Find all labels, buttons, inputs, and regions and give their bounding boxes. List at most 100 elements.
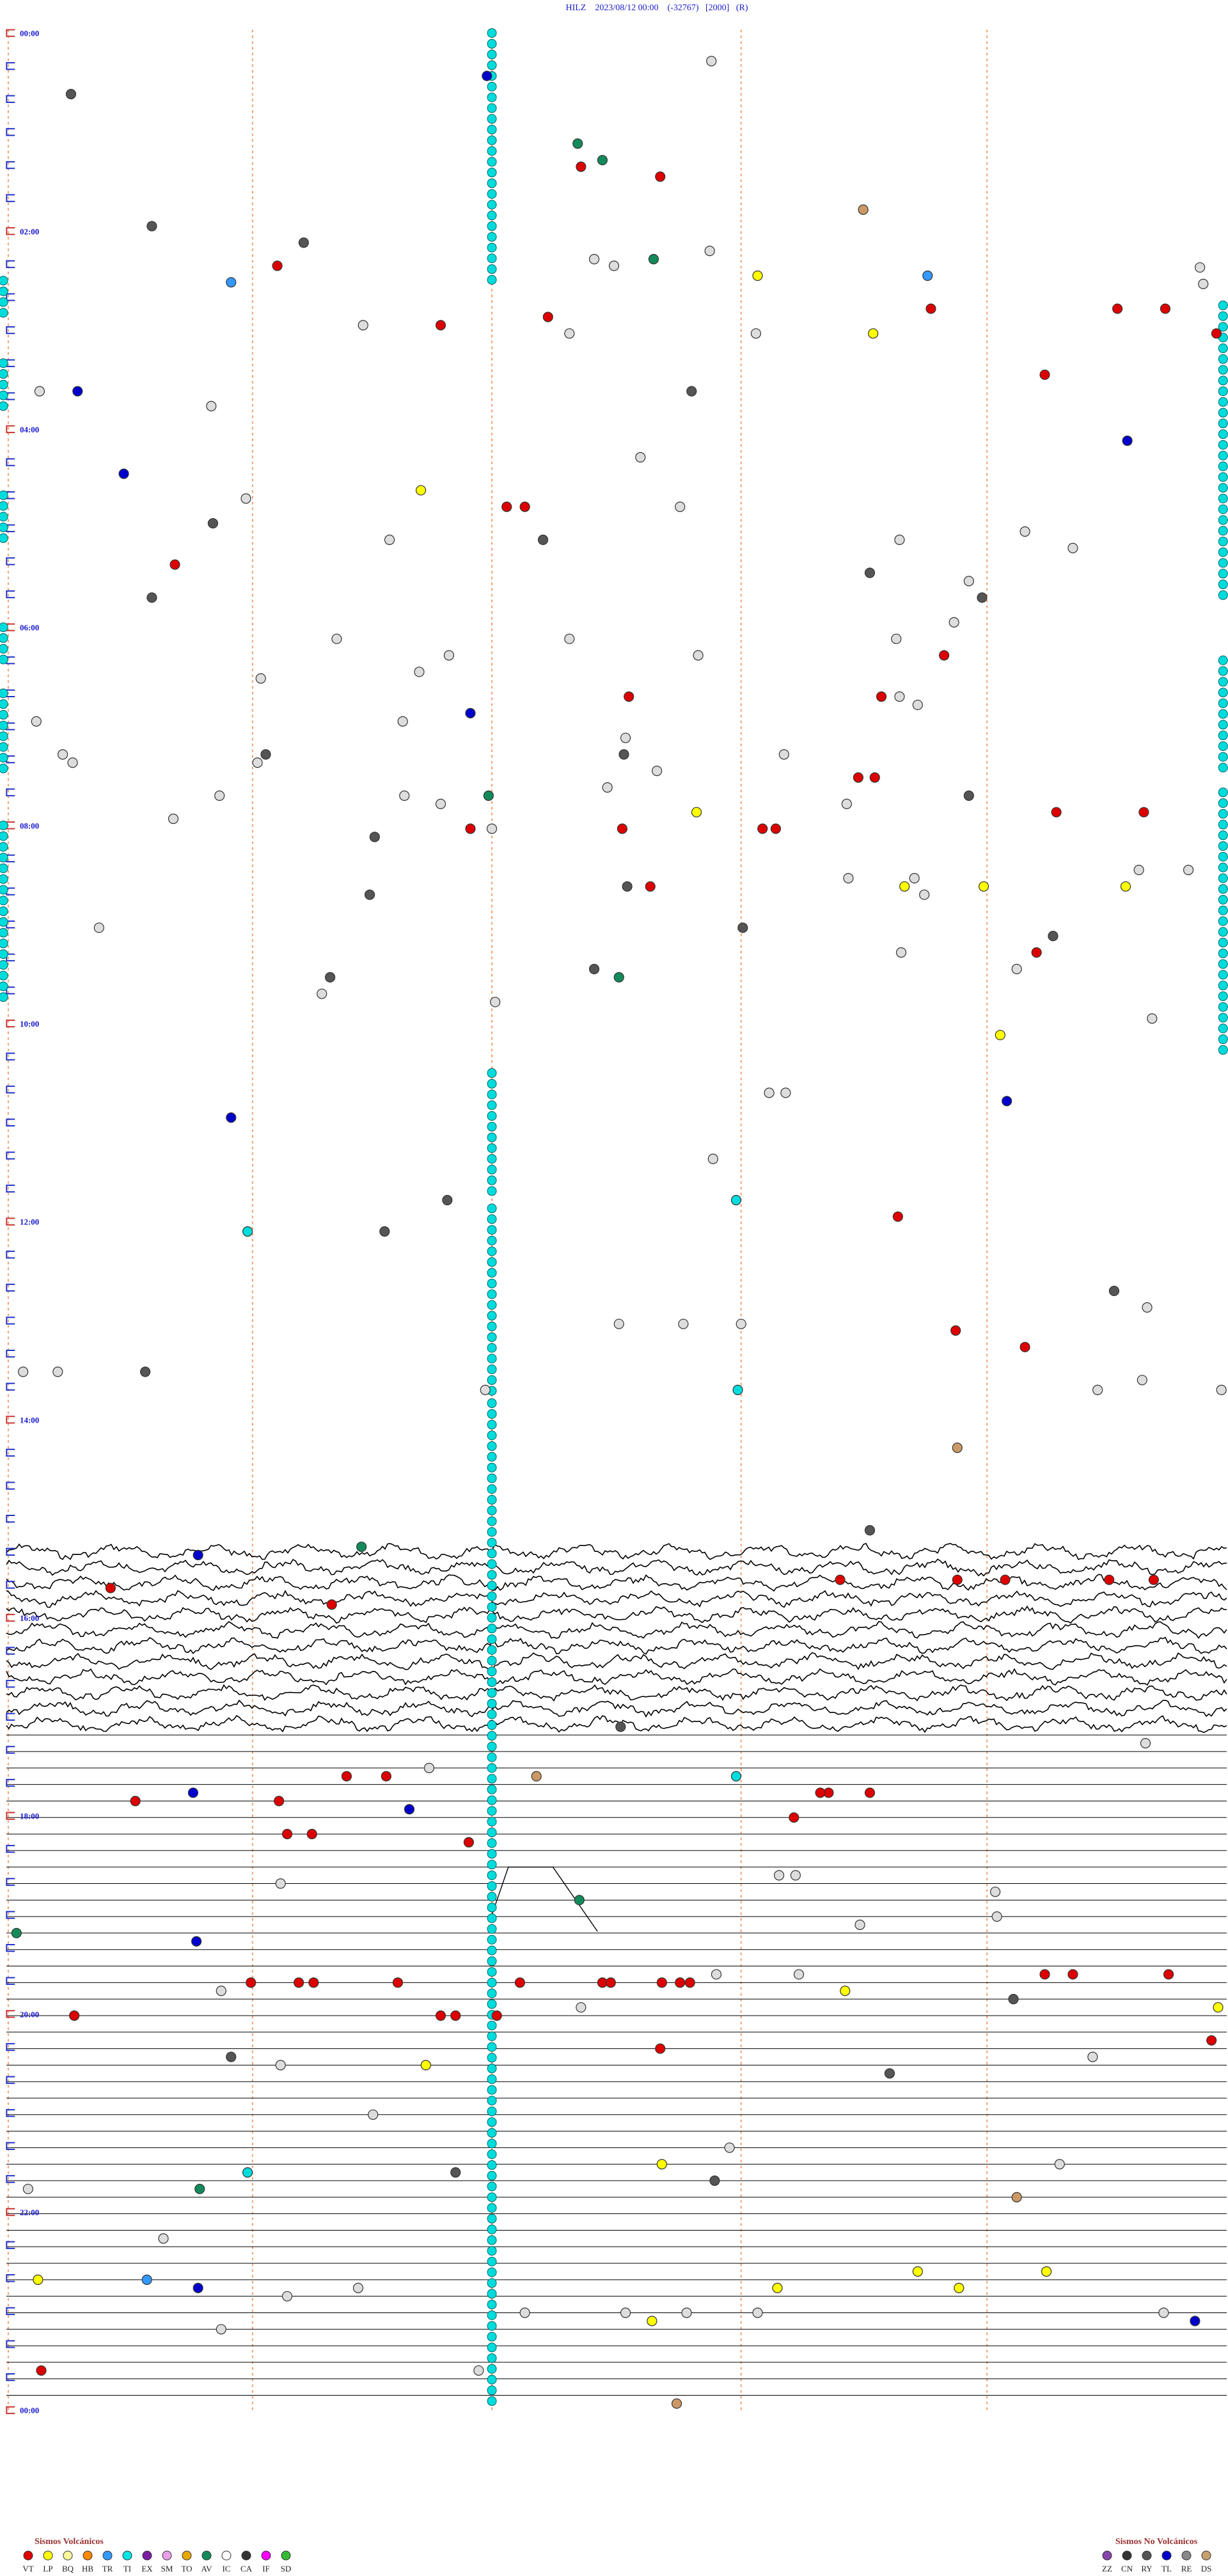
event	[815, 1787, 826, 1798]
event	[487, 1505, 497, 1515]
event	[482, 70, 492, 81]
event	[0, 753, 8, 763]
event	[1218, 365, 1228, 375]
seismic-trace	[6, 1605, 1227, 1624]
event	[675, 502, 686, 512]
event	[487, 2192, 497, 2202]
event	[331, 633, 342, 644]
seismic-trace	[6, 1621, 1227, 1640]
legend-marker	[23, 2550, 33, 2561]
event	[206, 400, 217, 411]
event	[146, 221, 157, 232]
event	[487, 135, 497, 145]
event	[501, 502, 512, 512]
row-bracket	[6, 1482, 15, 1490]
row-bracket	[6, 293, 15, 301]
event	[252, 757, 263, 768]
event	[1216, 1384, 1227, 1396]
event	[709, 2175, 720, 2186]
event	[925, 303, 936, 314]
event	[531, 1771, 542, 1782]
event	[1195, 262, 1206, 273]
event	[564, 633, 575, 644]
event	[648, 254, 659, 265]
event	[415, 485, 427, 496]
event	[1218, 884, 1228, 894]
event	[895, 947, 907, 958]
event	[487, 81, 497, 91]
row-bracket	[6, 1911, 15, 1919]
legend-label: CA	[240, 2564, 253, 2573]
event	[487, 2267, 497, 2277]
event	[487, 2160, 497, 2170]
event	[168, 813, 179, 825]
event	[1218, 873, 1228, 883]
event	[487, 2396, 497, 2406]
event	[835, 1574, 846, 1585]
event	[118, 468, 129, 479]
event	[0, 644, 8, 654]
row-bracket	[6, 1515, 15, 1523]
event	[443, 650, 455, 661]
seismic-trace	[6, 1542, 1227, 1560]
event	[216, 2324, 226, 2335]
event	[487, 1186, 497, 1196]
event	[1163, 1969, 1174, 1980]
event	[487, 1763, 497, 1773]
event	[414, 667, 425, 677]
event	[0, 853, 8, 863]
event	[1148, 1574, 1159, 1585]
event	[963, 790, 974, 801]
event	[487, 1278, 497, 1288]
event	[0, 885, 8, 895]
time-label: 16:00	[20, 1613, 39, 1623]
event	[693, 650, 704, 661]
event	[0, 720, 8, 731]
event	[1142, 1302, 1153, 1313]
event	[65, 88, 77, 100]
event	[274, 1796, 285, 1806]
legend-label: BQ	[62, 2564, 74, 2573]
event	[487, 1613, 497, 1623]
event	[69, 2010, 80, 2021]
event	[491, 2010, 502, 2021]
event	[487, 2106, 497, 2117]
row-bracket	[6, 95, 15, 103]
event	[487, 1089, 497, 1100]
event	[1120, 881, 1131, 892]
row-bracket	[6, 194, 15, 202]
event	[487, 1289, 497, 1299]
event	[0, 960, 8, 970]
event	[33, 2274, 43, 2285]
event	[139, 1366, 151, 1377]
event	[1104, 1574, 1115, 1585]
event	[1218, 1034, 1228, 1045]
row-bracket	[6, 1581, 15, 1589]
event	[293, 1977, 304, 1988]
event	[487, 2031, 497, 2041]
event	[0, 763, 8, 773]
event	[704, 246, 715, 257]
event	[487, 2203, 497, 2213]
event	[214, 790, 225, 801]
event	[487, 2235, 497, 2245]
event	[487, 1581, 497, 1591]
event	[487, 1132, 497, 1142]
legend-label: DS	[1201, 2564, 1212, 2573]
event	[602, 782, 613, 793]
event	[465, 707, 476, 718]
time-label: 02:00	[20, 226, 39, 236]
event	[645, 881, 656, 892]
event	[487, 2074, 497, 2084]
event	[487, 1268, 497, 1278]
event	[686, 386, 697, 397]
event	[483, 790, 494, 801]
event	[487, 1731, 497, 1741]
event	[950, 1325, 961, 1336]
event	[57, 749, 68, 760]
event	[72, 386, 83, 397]
event	[0, 512, 8, 522]
event	[487, 1934, 497, 1945]
event	[732, 1384, 743, 1396]
event	[620, 732, 631, 743]
